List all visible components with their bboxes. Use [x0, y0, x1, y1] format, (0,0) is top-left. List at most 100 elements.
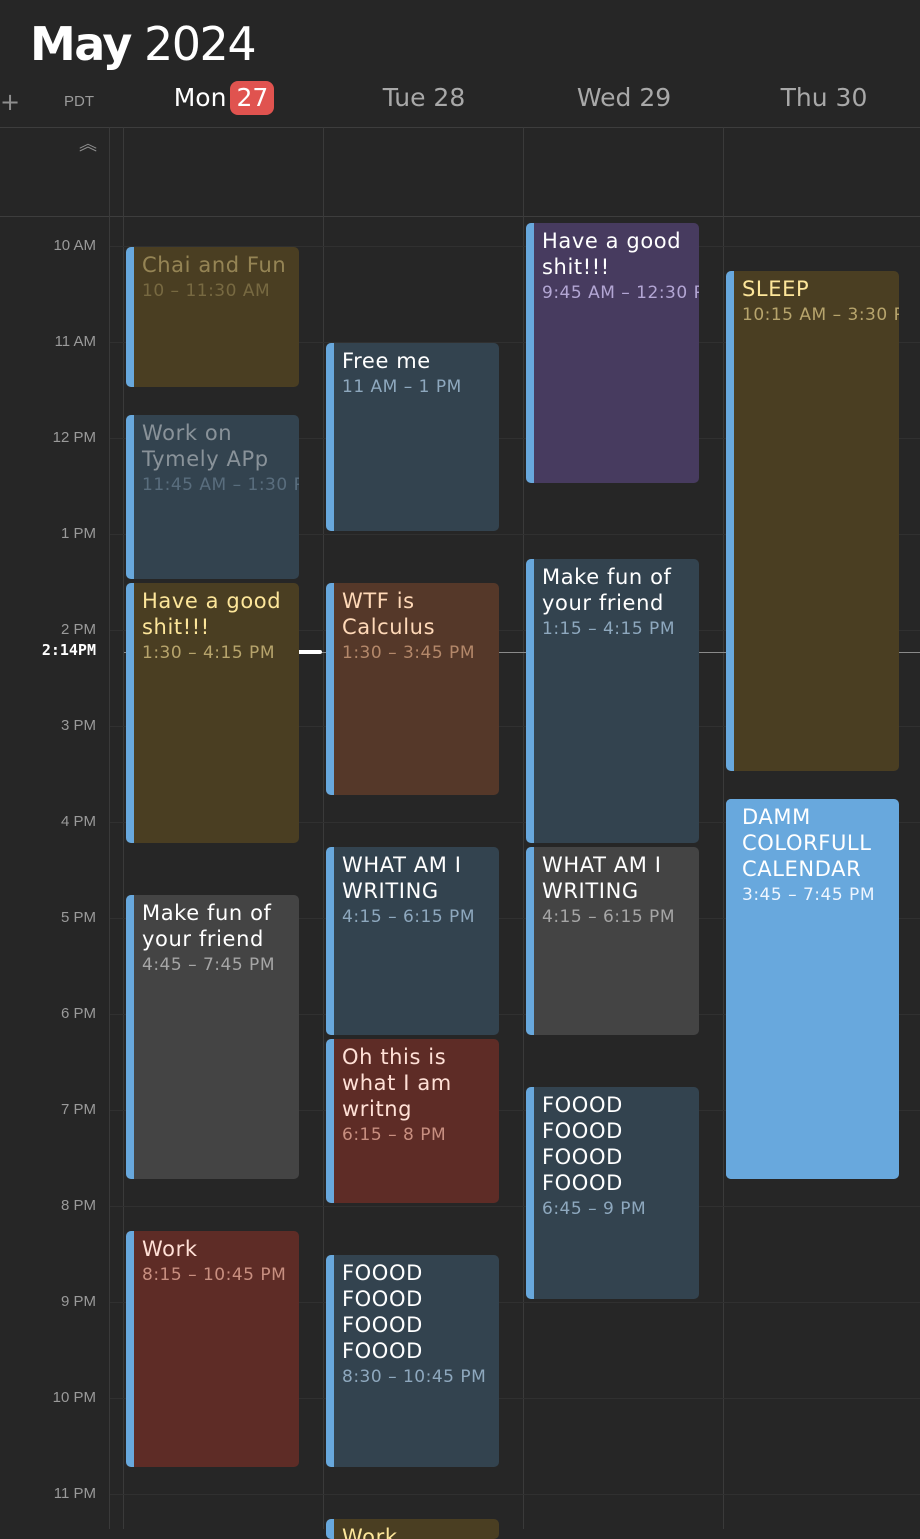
event-title: Work — [342, 1525, 398, 1539]
event-title: Work — [142, 1237, 198, 1261]
calendar-event[interactable]: Chai and Fun 10 – 11:30 AM — [126, 247, 299, 387]
day-name: Thu — [780, 83, 828, 112]
hour-gridline — [110, 918, 920, 919]
event-time: 10:15 AM – 3:30 PM — [742, 305, 899, 325]
calendar-event[interactable]: FOOOD FOOOD FOOOD FOOOD 6:45 – 9 PM — [526, 1087, 699, 1299]
event-time: 3:45 – 7:45 PM — [742, 885, 875, 905]
event-time: 1:30 – 4:15 PM — [142, 643, 275, 663]
hour-gridline — [110, 342, 920, 343]
add-event-icon[interactable]: + — [0, 88, 21, 116]
event-time: 8:30 – 10:45 PM — [342, 1367, 487, 1387]
column-divider — [323, 127, 324, 1529]
hour-gridline — [110, 1494, 920, 1495]
hour-label: 5 PM — [60, 909, 96, 926]
day-header-wed[interactable]: Wed 29 — [524, 80, 724, 116]
month-year-title: May 2024 — [30, 14, 257, 74]
event-title: SLEEP — [742, 277, 810, 301]
column-divider — [523, 127, 524, 1529]
event-title: WTF is Calculus — [342, 589, 436, 639]
hour-label: 3 PM — [60, 717, 96, 734]
event-title: WHAT AM I WRITING — [542, 853, 662, 903]
column-divider — [723, 127, 724, 1529]
event-title: Have a good shit!!! — [542, 229, 682, 279]
calendar-event[interactable]: FOOOD FOOOD FOOOD FOOOD 8:30 – 10:45 PM — [326, 1255, 499, 1467]
hour-label: 11 PM — [53, 1485, 96, 1502]
day-number: 30 — [835, 83, 868, 112]
event-time: 4:45 – 7:45 PM — [142, 955, 275, 975]
calendar-event[interactable]: Oh this is what I am writng 6:15 – 8 PM — [326, 1039, 499, 1203]
collapse-allday-icon[interactable]: ︽ — [79, 134, 97, 155]
event-title: Make fun of your friend — [142, 901, 272, 951]
event-time: 11 AM – 1 PM — [342, 377, 462, 397]
hour-gridline — [110, 822, 920, 823]
calendar-event[interactable]: Work on Tymely APp 11:45 AM – 1:30 PM — [126, 415, 299, 579]
hour-label: 4 PM — [60, 813, 96, 830]
hour-gridline — [110, 534, 920, 535]
hour-gridline — [110, 630, 920, 631]
current-time-label: 2:14PM — [41, 641, 96, 659]
event-time: 11:45 AM – 1:30 PM — [142, 475, 299, 495]
hour-label: 8 PM — [60, 1197, 96, 1214]
hour-label: 7 PM — [60, 1101, 96, 1118]
current-time-line — [124, 652, 920, 653]
hour-label: 11 AM — [54, 333, 96, 350]
event-title: Free me — [342, 349, 431, 373]
hour-label: 6 PM — [60, 1005, 96, 1022]
hour-label: 10 PM — [52, 1389, 96, 1406]
day-header-tue[interactable]: Tue 28 — [324, 80, 524, 116]
event-time: 10 – 11:30 AM — [142, 281, 271, 301]
hour-gridline — [110, 438, 920, 439]
day-header-thu[interactable]: Thu 30 — [724, 80, 920, 116]
event-title: Chai and Fun — [142, 253, 287, 277]
calendar-event[interactable]: Make fun of your friend 1:15 – 4:15 PM — [526, 559, 699, 843]
day-number: 29 — [639, 83, 672, 112]
event-title: Oh this is what I am writng — [342, 1045, 452, 1121]
day-name: Mon — [173, 83, 227, 112]
year-label: 2024 — [144, 17, 257, 71]
hour-gridline — [110, 1398, 920, 1399]
event-time: 9:45 AM – 12:30 PM — [542, 283, 699, 303]
today-badge: 27 — [230, 81, 275, 115]
calendar-event[interactable]: Have a good shit!!! 9:45 AM – 12:30 PM — [526, 223, 699, 483]
event-time: 1:15 – 4:15 PM — [542, 619, 675, 639]
event-time: 1:30 – 3:45 PM — [342, 643, 475, 663]
hour-label: 2 PM — [60, 621, 96, 638]
event-time: 4:15 – 6:15 PM — [342, 907, 475, 927]
day-number: 28 — [433, 83, 466, 112]
day-header-mon[interactable]: Mon 27 — [124, 80, 324, 116]
event-title: DAMM COLORFULL CALENDAR — [742, 805, 872, 881]
event-time: 4:15 – 6:15 PM — [542, 907, 675, 927]
hour-gridline — [110, 1110, 920, 1111]
time-column-divider — [109, 127, 110, 1529]
hour-gridline — [110, 726, 920, 727]
header-divider — [0, 127, 920, 128]
event-title: Work on Tymely APp — [142, 421, 269, 471]
day-name: Wed — [576, 83, 632, 112]
event-title: Make fun of your friend — [542, 565, 672, 615]
hour-gridline — [110, 246, 920, 247]
day-name: Tue — [382, 83, 426, 112]
calendar-event[interactable]: Have a good shit!!! 1:30 – 4:15 PM — [126, 583, 299, 843]
hour-label: 10 AM — [53, 237, 96, 254]
month-label: May — [30, 17, 132, 71]
column-divider — [123, 127, 124, 1529]
hour-label: 9 PM — [60, 1293, 96, 1310]
calendar-event[interactable]: Work — [326, 1519, 499, 1539]
calendar-event[interactable]: WHAT AM I WRITING 4:15 – 6:15 PM — [526, 847, 699, 1035]
calendar-event[interactable]: Work 8:15 – 10:45 PM — [126, 1231, 299, 1467]
event-title: Have a good shit!!! — [142, 589, 282, 639]
hour-gridline — [110, 1302, 920, 1303]
calendar-event[interactable]: WTF is Calculus 1:30 – 3:45 PM — [326, 583, 499, 795]
calendar-event[interactable]: Free me 11 AM – 1 PM — [326, 343, 499, 531]
calendar-event[interactable]: DAMM COLORFULL CALENDAR 3:45 – 7:45 PM — [726, 799, 899, 1179]
calendar-event[interactable]: SLEEP 10:15 AM – 3:30 PM — [726, 271, 899, 771]
timezone-label: PDT — [64, 93, 94, 110]
calendar-event[interactable]: WHAT AM I WRITING 4:15 – 6:15 PM — [326, 847, 499, 1035]
hour-label: 12 PM — [52, 429, 96, 446]
hour-gridline — [110, 1014, 920, 1015]
event-title: WHAT AM I WRITING — [342, 853, 462, 903]
event-time: 6:15 – 8 PM — [342, 1125, 447, 1145]
calendar-event[interactable]: Make fun of your friend 4:45 – 7:45 PM — [126, 895, 299, 1179]
event-time: 6:45 – 9 PM — [542, 1199, 647, 1219]
hour-label: 1 PM — [60, 525, 96, 542]
